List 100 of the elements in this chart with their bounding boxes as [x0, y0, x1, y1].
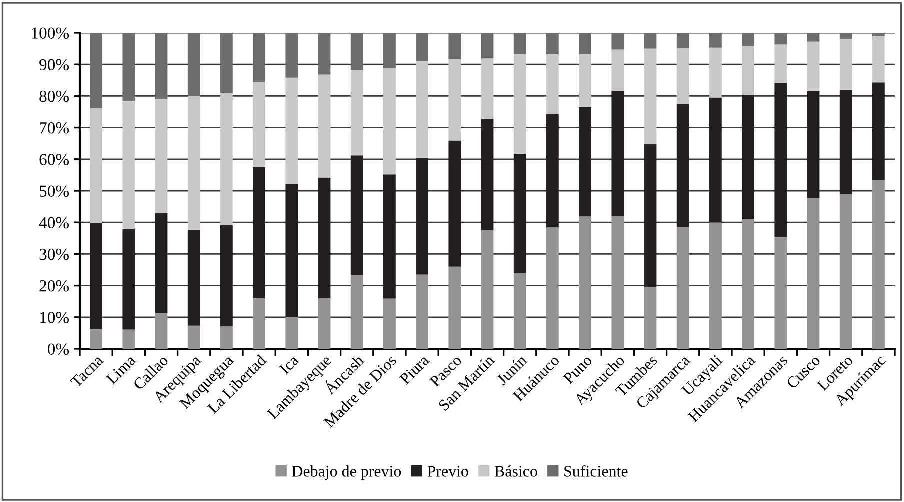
bar: [546, 54, 559, 114]
bar: [350, 70, 364, 156]
bar: [644, 33, 657, 49]
bar: [188, 230, 200, 326]
bar: [90, 223, 102, 330]
bar: [612, 33, 624, 50]
legend-label: Básico: [494, 466, 538, 477]
bar: [318, 298, 331, 349]
bar: [318, 178, 331, 298]
bar: [481, 118, 494, 230]
bar: [384, 298, 396, 349]
legend-label: Debajo de previo: [292, 466, 402, 480]
bar: [90, 33, 102, 108]
bar: [318, 33, 331, 75]
bar: [710, 48, 722, 98]
y-tick-label: 60%: [40, 154, 70, 166]
bar: [710, 222, 722, 349]
bar: [188, 33, 200, 96]
bar: [188, 326, 200, 349]
bar: [253, 167, 266, 298]
bar: [416, 274, 428, 349]
bar: [546, 114, 559, 228]
bar: [676, 227, 690, 349]
bar: [122, 100, 136, 230]
bar: [514, 54, 526, 154]
y-tick-label: 70%: [40, 122, 70, 134]
bar: [220, 93, 233, 226]
bar: [384, 68, 396, 175]
bar: [90, 329, 102, 349]
bar: [350, 33, 364, 70]
bar: [122, 330, 136, 349]
y-tick-label: 80%: [40, 90, 70, 102]
bar: [742, 46, 754, 95]
bar: [579, 216, 592, 349]
bar: [155, 99, 168, 214]
bar: [286, 317, 298, 349]
bar: [807, 42, 820, 92]
y-tick-label: 0%: [48, 344, 70, 355]
bar: [220, 326, 233, 349]
bar: [155, 313, 168, 349]
bar: [122, 33, 136, 101]
bar: [644, 48, 657, 144]
bar: [416, 33, 428, 62]
bar: [840, 39, 852, 91]
bar: [416, 158, 428, 275]
bar: [155, 213, 168, 314]
legend-label: Previo: [428, 466, 468, 477]
bar: [807, 198, 820, 349]
bar: [481, 230, 494, 349]
bar: [807, 91, 820, 198]
bar: [286, 33, 298, 78]
bar: [90, 108, 102, 224]
bar: [384, 174, 396, 299]
y-tick-label: 30%: [40, 248, 70, 260]
bar: [676, 104, 690, 228]
bar: [579, 54, 592, 108]
bar: [514, 154, 526, 274]
bar: [579, 33, 592, 54]
bar: [742, 33, 754, 46]
bar: [710, 33, 722, 48]
bar: [253, 82, 266, 168]
y-tick-label: 90%: [40, 59, 70, 71]
bar: [840, 90, 852, 194]
bar: [546, 33, 559, 54]
bar: [612, 90, 624, 216]
bar: [840, 194, 852, 349]
bar: [481, 58, 494, 119]
bar: [872, 33, 885, 36]
bar: [448, 33, 462, 60]
bar: [350, 156, 364, 276]
y-tick-label: 100%: [32, 28, 70, 39]
y-tick-label: 20%: [40, 280, 70, 292]
bar: [807, 33, 820, 42]
bar: [546, 228, 559, 349]
bar: [742, 94, 754, 220]
legend-label: Suficiente: [564, 465, 628, 477]
bar: [774, 237, 788, 349]
bar: [448, 60, 462, 141]
bar: [644, 287, 657, 349]
bar: [155, 33, 168, 100]
bar: [742, 219, 754, 349]
bar: [579, 107, 592, 217]
bar: [122, 230, 136, 330]
bar: [872, 82, 885, 180]
bar: [253, 33, 266, 82]
bar: [253, 298, 266, 349]
bar: [384, 33, 396, 68]
bar: [416, 61, 428, 158]
bar: [774, 44, 788, 83]
bar: [710, 98, 722, 223]
bar: [514, 273, 526, 349]
bar: [514, 33, 526, 54]
bar: [318, 74, 331, 178]
bar: [286, 78, 298, 184]
bar: [481, 33, 494, 59]
bar: [774, 33, 788, 45]
bar: [774, 82, 788, 238]
y-tick-label: 40%: [39, 217, 70, 229]
bar: [676, 33, 690, 48]
bar: [872, 36, 885, 83]
